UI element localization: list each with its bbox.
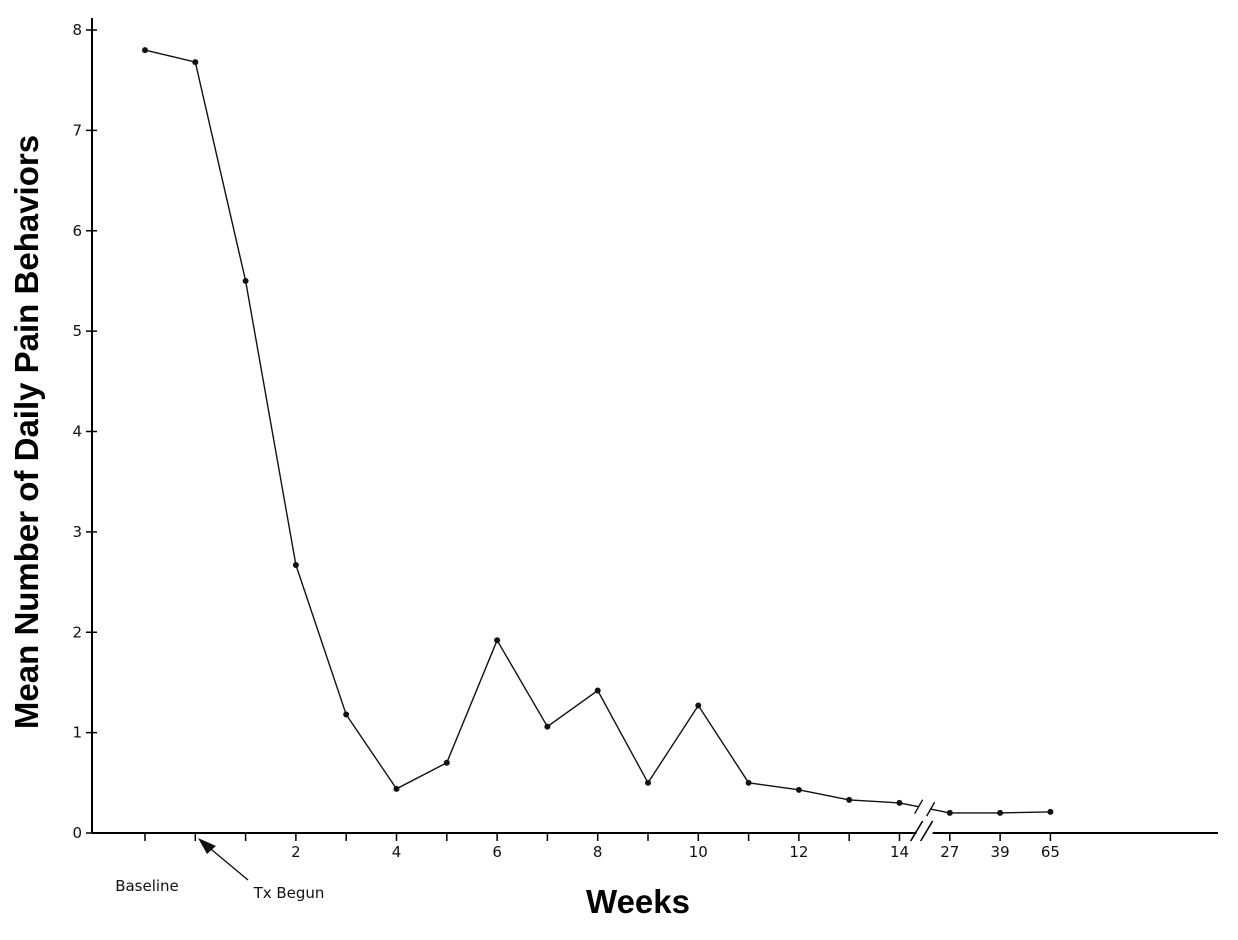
data-point (544, 723, 551, 730)
tx-begun-arrow (198, 838, 249, 881)
data-point (142, 47, 148, 54)
series-break-mark (926, 801, 936, 817)
y-tick-label: 7 (72, 121, 82, 139)
x-tick-label: 14 (890, 843, 909, 861)
y-tick-label: 1 (72, 724, 82, 742)
x-tick-label: 4 (392, 843, 402, 861)
y-tick-label: 6 (72, 222, 82, 240)
x-tick-label: 2 (291, 843, 301, 861)
data-point (846, 796, 853, 803)
x-tick-label: 10 (689, 843, 708, 861)
data-point (242, 277, 249, 284)
x-axis-break-mark (909, 820, 924, 842)
series-break-mark (914, 799, 924, 815)
series-layer (142, 47, 1054, 817)
data-point (645, 779, 651, 786)
data-point (443, 759, 450, 766)
data-point (393, 785, 400, 792)
y-tick-label: 5 (72, 322, 82, 340)
x-tick-label: 12 (789, 843, 808, 861)
y-tick-label: 2 (72, 623, 82, 641)
x-tick-label: 39 (991, 843, 1010, 861)
data-point (896, 799, 903, 806)
series-line (144, 49, 919, 808)
data-point (695, 702, 702, 709)
series-line (930, 808, 1051, 814)
y-tick-label: 3 (72, 523, 82, 541)
data-point (494, 637, 501, 644)
x-tick-label: 6 (492, 843, 502, 861)
x-tick-label: 27 (940, 843, 959, 861)
data-point (192, 59, 199, 66)
x-axis-label: Weeks (586, 883, 690, 920)
data-point (997, 809, 1004, 816)
data-point (745, 779, 752, 786)
x-tick-label: 65 (1041, 843, 1060, 861)
tx-begun-label: Tx Begun (253, 884, 325, 902)
y-axis-ticks: 0 1 2 3 4 5 6 7 8 (72, 21, 97, 842)
data-point (795, 786, 802, 793)
x-tick-label: 8 (593, 843, 603, 861)
axes (91, 18, 1218, 842)
data-point (594, 687, 601, 694)
data-point (343, 711, 350, 718)
x-axis-ticks: 2 4 6 8 10 12 14 27 39 65 (144, 833, 1060, 861)
y-axis-label: Mean Number of Daily Pain Behaviors (8, 135, 45, 729)
y-tick-label: 4 (72, 423, 82, 441)
x-axis-break-mark (919, 820, 934, 842)
y-tick-label: 8 (72, 21, 82, 39)
data-point (946, 809, 953, 816)
data-point (292, 561, 299, 568)
baseline-label: Baseline (115, 877, 179, 895)
y-tick-label: 0 (72, 824, 82, 842)
data-point (1047, 808, 1054, 815)
